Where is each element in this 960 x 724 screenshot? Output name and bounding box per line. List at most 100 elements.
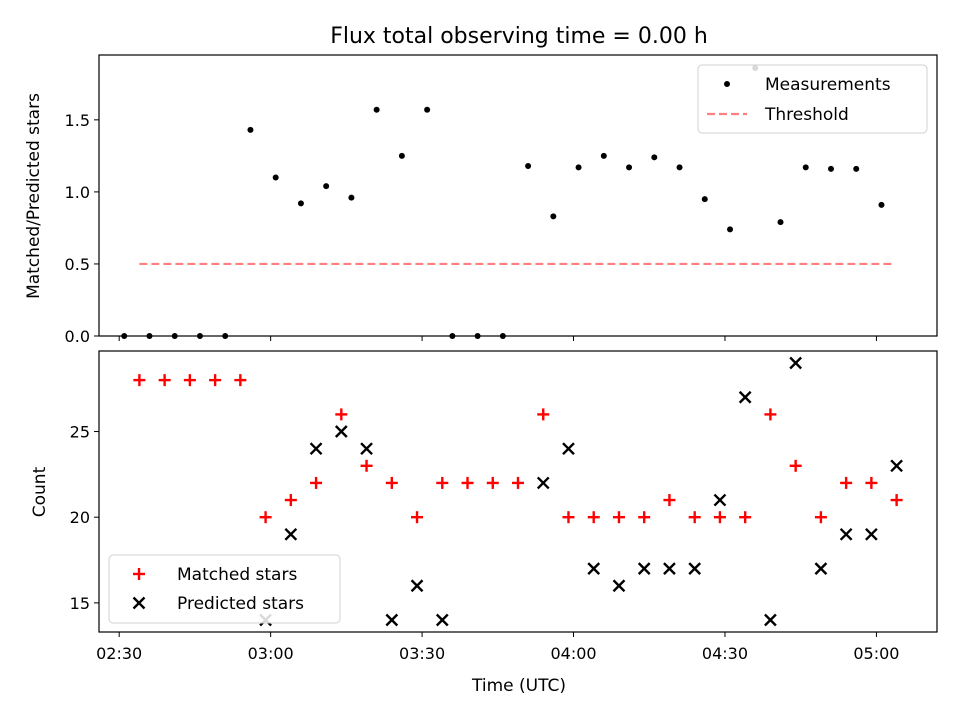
predicted-star-point (764, 613, 777, 627)
measurement-point (802, 164, 809, 171)
top-axes: 0.0 0.5 1.0 1.5 Measurements Threshold (65, 54, 938, 346)
measurement-point (827, 165, 834, 172)
legend-measurements-label: Measurements (765, 75, 891, 95)
x-tick-label: 02:30 (96, 644, 142, 663)
predicted-star-point (309, 442, 323, 456)
x-tick-label: 05:00 (853, 644, 899, 663)
matched-star-point (436, 476, 449, 489)
top-legend: Measurements Threshold (697, 64, 928, 134)
legend-predicted-label: Predicted stars (177, 594, 304, 614)
measurement-point (247, 126, 254, 133)
legend-matched-label: Matched stars (177, 565, 297, 585)
matched-star-point (234, 374, 247, 387)
measurement-point (323, 183, 330, 190)
measurement-point (272, 174, 279, 181)
measurement-point (701, 196, 708, 203)
measurement-point (727, 226, 734, 233)
top-y-tick-label: 0.0 (65, 327, 90, 346)
measurement-point (398, 152, 405, 159)
predicted-star-point (536, 476, 550, 490)
predicted-star-point (890, 459, 903, 473)
predicted-star-point (839, 527, 853, 541)
top-y-tick-label: 0.5 (65, 255, 90, 274)
measurement-point (878, 201, 885, 208)
measurement-point (575, 164, 582, 171)
top-y-tick-label: 1.5 (65, 111, 90, 130)
matched-star-point (183, 374, 196, 387)
measurement-point (777, 219, 784, 226)
predicted-star-point (738, 390, 752, 404)
legend-threshold-label: Threshold (764, 105, 849, 125)
matched-star-point (537, 408, 550, 421)
predicted-star-point (663, 562, 676, 575)
matched-star-point (360, 459, 373, 472)
predicted-star-point (410, 579, 424, 593)
bottom-legend-box (108, 554, 341, 624)
measurement-point (853, 165, 860, 172)
predicted-star-point (865, 527, 878, 541)
measurement-point (676, 164, 683, 171)
predicted-star-point (385, 613, 399, 627)
bottom-y-axis-label: Count (30, 466, 50, 517)
predicted-star-point (360, 442, 373, 456)
x-tick-label: 03:00 (248, 644, 294, 663)
matched-star-point (814, 511, 827, 524)
predicted-star-point (562, 442, 575, 456)
predicted-star-point (637, 562, 651, 575)
matched-star-point (789, 459, 802, 472)
measurement-point (550, 213, 557, 220)
matched-star-point (587, 511, 600, 524)
predicted-star-point (435, 613, 449, 627)
matched-star-point (133, 374, 146, 387)
x-tick-label: 04:30 (702, 644, 748, 663)
measurement-point (651, 154, 658, 161)
matched-star-point (259, 511, 272, 524)
top-y-tick-label: 1.0 (65, 183, 90, 202)
x-tick-label: 03:30 (399, 644, 445, 663)
measurement-point (525, 162, 532, 169)
matched-star-point (486, 476, 499, 489)
matched-star-point (512, 476, 524, 489)
measurement-point (600, 152, 607, 159)
top-y-axis-label: Matched/Predicted stars (24, 93, 44, 299)
legend-measurements-marker (724, 81, 730, 87)
predicted-star-point (789, 356, 802, 370)
measurement-point (626, 164, 633, 171)
bottom-y-tick-label: 15 (70, 594, 90, 613)
matched-star-point (713, 511, 726, 524)
bottom-axes: 15 20 25 02:30 03:00 03:30 04:00 04:30 05:00 Matc… (70, 350, 938, 663)
bottom-plot-frame (98, 350, 938, 633)
predicted-star-point (688, 562, 702, 575)
predicted-star-point (284, 527, 298, 541)
legend-predicted-marker (132, 596, 146, 610)
measurement-point (424, 106, 431, 113)
matched-star-point (663, 494, 676, 507)
matched-star-point (865, 476, 878, 489)
predicted-star-point (587, 562, 601, 575)
matched-star-point (209, 374, 222, 387)
matched-star-point (310, 476, 323, 489)
predicted-star-point (814, 562, 828, 575)
predicted-star-point (334, 425, 348, 438)
predicted-star-point (713, 493, 727, 507)
matched-star-point (764, 408, 777, 421)
matched-star-point (411, 511, 424, 524)
measurement-point (297, 200, 304, 207)
chart-title: Flux total observing time = 0.00 h (330, 24, 708, 49)
top-plot-frame (98, 54, 938, 337)
matched-star-point (335, 408, 348, 421)
matched-star-point (461, 476, 474, 489)
matched-star-point (688, 511, 701, 524)
bottom-y-tick-label: 25 (70, 423, 90, 442)
matched-star-point (840, 476, 853, 489)
bottom-y-tick-label: 20 (70, 508, 90, 527)
matched-star-point (385, 476, 398, 489)
predicted-star-point (612, 579, 626, 593)
matched-star-point (739, 511, 752, 524)
top-legend-box (697, 64, 928, 134)
measurement-point (348, 194, 355, 201)
measurement-point (373, 106, 380, 113)
matched-star-point (158, 374, 171, 387)
matched-star-point (284, 494, 297, 507)
